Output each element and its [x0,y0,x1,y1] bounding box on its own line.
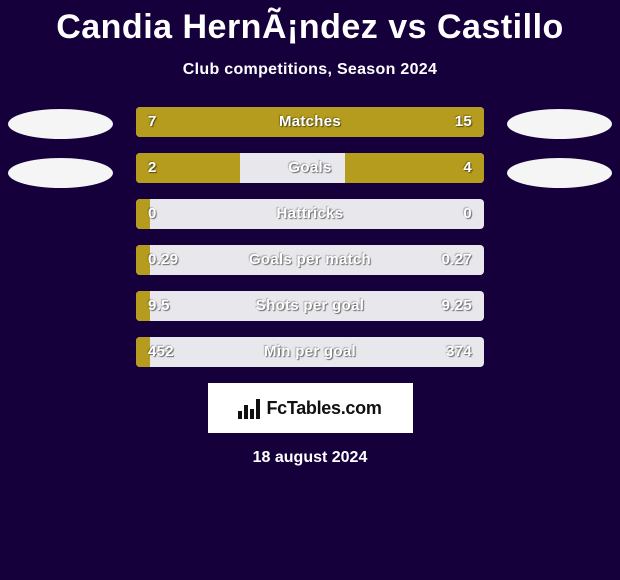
player-right-badge-2 [507,158,612,188]
stat-row: 0.290.27Goals per match [136,245,484,275]
subtitle: Club competitions, Season 2024 [0,61,620,79]
player-left-badge-1 [8,109,113,139]
stat-row: 715Matches [136,107,484,137]
player-left-badge-2 [8,158,113,188]
stat-label: Shots per goal [136,291,484,321]
logo-box: FcTables.com [208,383,413,433]
stat-label: Goals per match [136,245,484,275]
stats-list: 715Matches 24Goals 00Hattricks 0.290.27Goal… [136,107,484,367]
stat-row: 24Goals [136,153,484,183]
stat-row: 9.59.25Shots per goal [136,291,484,321]
stat-label: Goals [136,153,484,183]
stat-row: 00Hattricks [136,199,484,229]
stat-label: Min per goal [136,337,484,367]
bar-chart-icon [238,397,260,419]
logo-text: FcTables.com [266,398,381,419]
date-label: 18 august 2024 [0,449,620,467]
player-right-badge-1 [507,109,612,139]
stat-label: Hattricks [136,199,484,229]
stat-row: 452374Min per goal [136,337,484,367]
stats-container: 715Matches 24Goals 00Hattricks 0.290.27Goal… [0,107,620,367]
stat-label: Matches [136,107,484,137]
page-title: Candia HernÃ¡ndez vs Castillo [0,0,620,47]
